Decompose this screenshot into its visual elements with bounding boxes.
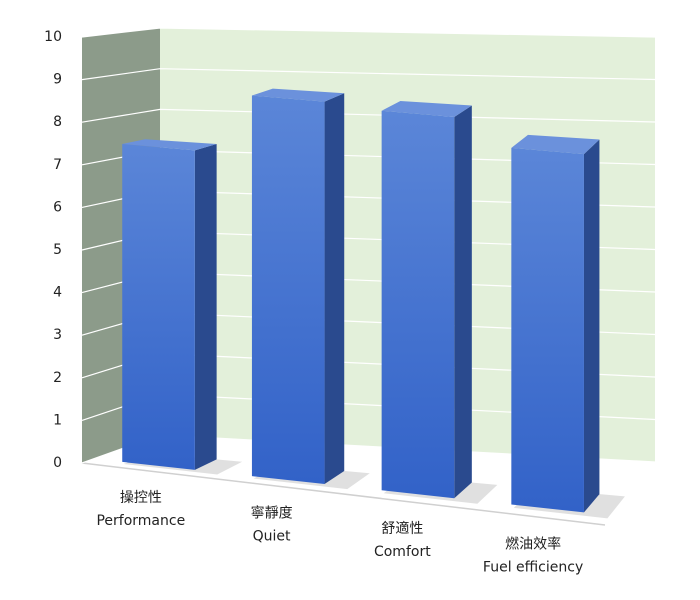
grid-line [81,108,656,123]
bar-side [324,93,345,485]
y-tick-label: 3 [53,327,62,343]
bar-side [194,144,217,470]
x-tick-label: 燃油效率 [505,535,561,552]
x-tick-label: 寧靜度 [251,504,293,521]
bar-top [122,139,217,151]
y-tick-label: 0 [53,455,62,471]
bar-top [251,88,345,102]
y-tick-label: 2 [53,370,62,386]
bar [122,143,195,470]
bar-top [381,100,472,117]
bar-side [454,105,472,499]
x-tick-label: Fuel efficiency [483,559,583,575]
y-tick-label: 8 [53,114,62,130]
bar [251,95,325,485]
x-tick-label: Performance [96,513,185,529]
bar [511,147,584,513]
x-tick-label: 操控性 [120,490,162,506]
x-tick-label: 舒適性 [381,520,423,537]
y-tick-label: 10 [44,29,62,45]
grid-line [81,27,656,38]
y-tick-label: 1 [53,412,62,428]
y-tick-label: 9 [53,72,62,88]
bar [381,110,455,499]
y-tick-label: 4 [53,285,62,301]
grid-line [81,68,656,81]
bar-top [511,134,600,155]
y-tick-label: 7 [53,157,62,173]
x-tick-label: Quiet [253,528,291,544]
x-tick-label: Comfort [374,544,431,560]
y-tick-label: 5 [53,242,62,258]
floor-edge [81,462,606,526]
y-tick-label: 6 [53,199,62,215]
bar-side [583,139,600,513]
